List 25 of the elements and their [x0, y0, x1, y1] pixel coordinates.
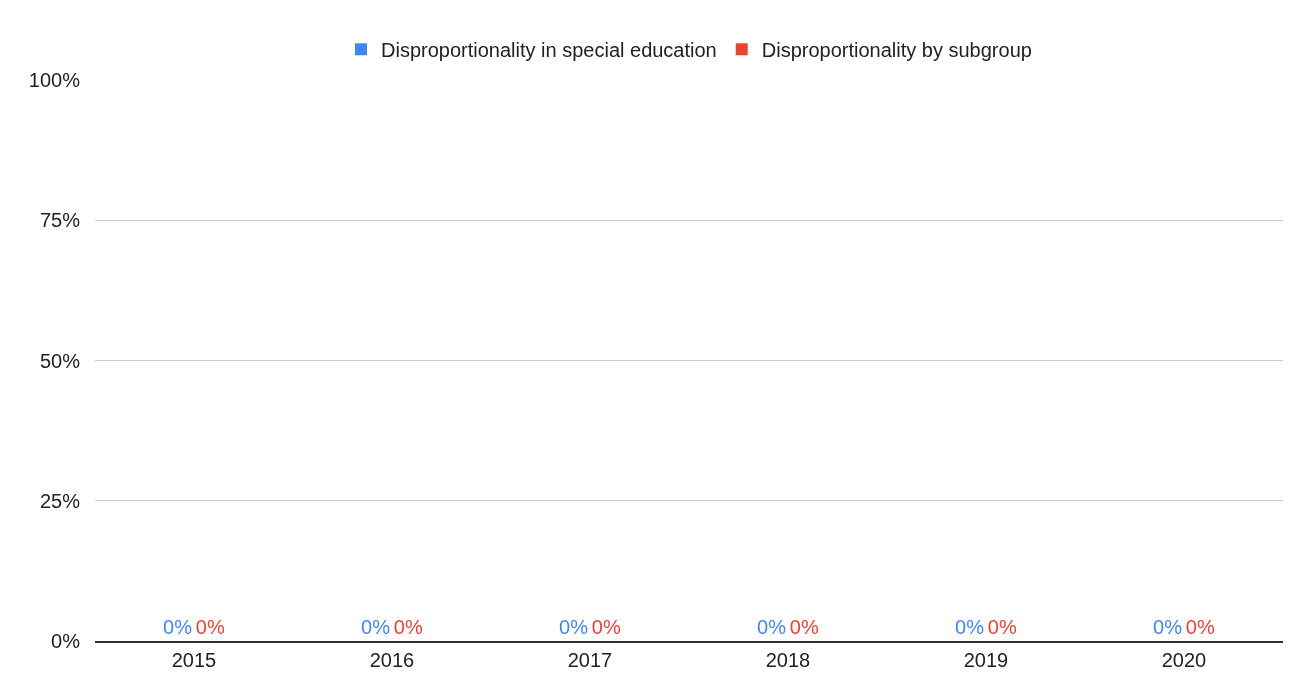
x-tick-label: 2015: [171, 649, 217, 671]
data-label: 0%: [195, 616, 225, 638]
y-tick-label: 100%: [28, 69, 81, 91]
y-tick-label: 0%: [51, 630, 81, 652]
legend-label: Disproportionality by subgroup: [761, 39, 1032, 62]
data-label: 0%: [955, 616, 985, 638]
data-label: 0%: [361, 616, 391, 638]
y-tick-label: 50%: [39, 349, 81, 372]
y-tick-label: 25%: [39, 489, 81, 512]
data-label: 0%: [1153, 616, 1183, 638]
x-tick-label: 2019: [963, 649, 1009, 671]
data-label: 0%: [163, 616, 193, 638]
data-label: 0%: [393, 616, 423, 638]
data-label: 0%: [591, 616, 621, 638]
x-tick-label: 2016: [369, 649, 415, 671]
data-label: 0%: [987, 616, 1017, 638]
y-tick-label: 75%: [39, 209, 81, 232]
x-tick-label: 2017: [567, 649, 613, 671]
data-label: 0%: [789, 616, 819, 638]
data-label: 0%: [1185, 616, 1215, 638]
legend-label: Disproportionality in special education: [381, 39, 717, 62]
data-label: 0%: [559, 616, 589, 638]
x-tick-label: 2020: [1161, 649, 1207, 671]
x-tick-label: 2018: [765, 649, 811, 671]
data-label: 0%: [757, 616, 787, 638]
